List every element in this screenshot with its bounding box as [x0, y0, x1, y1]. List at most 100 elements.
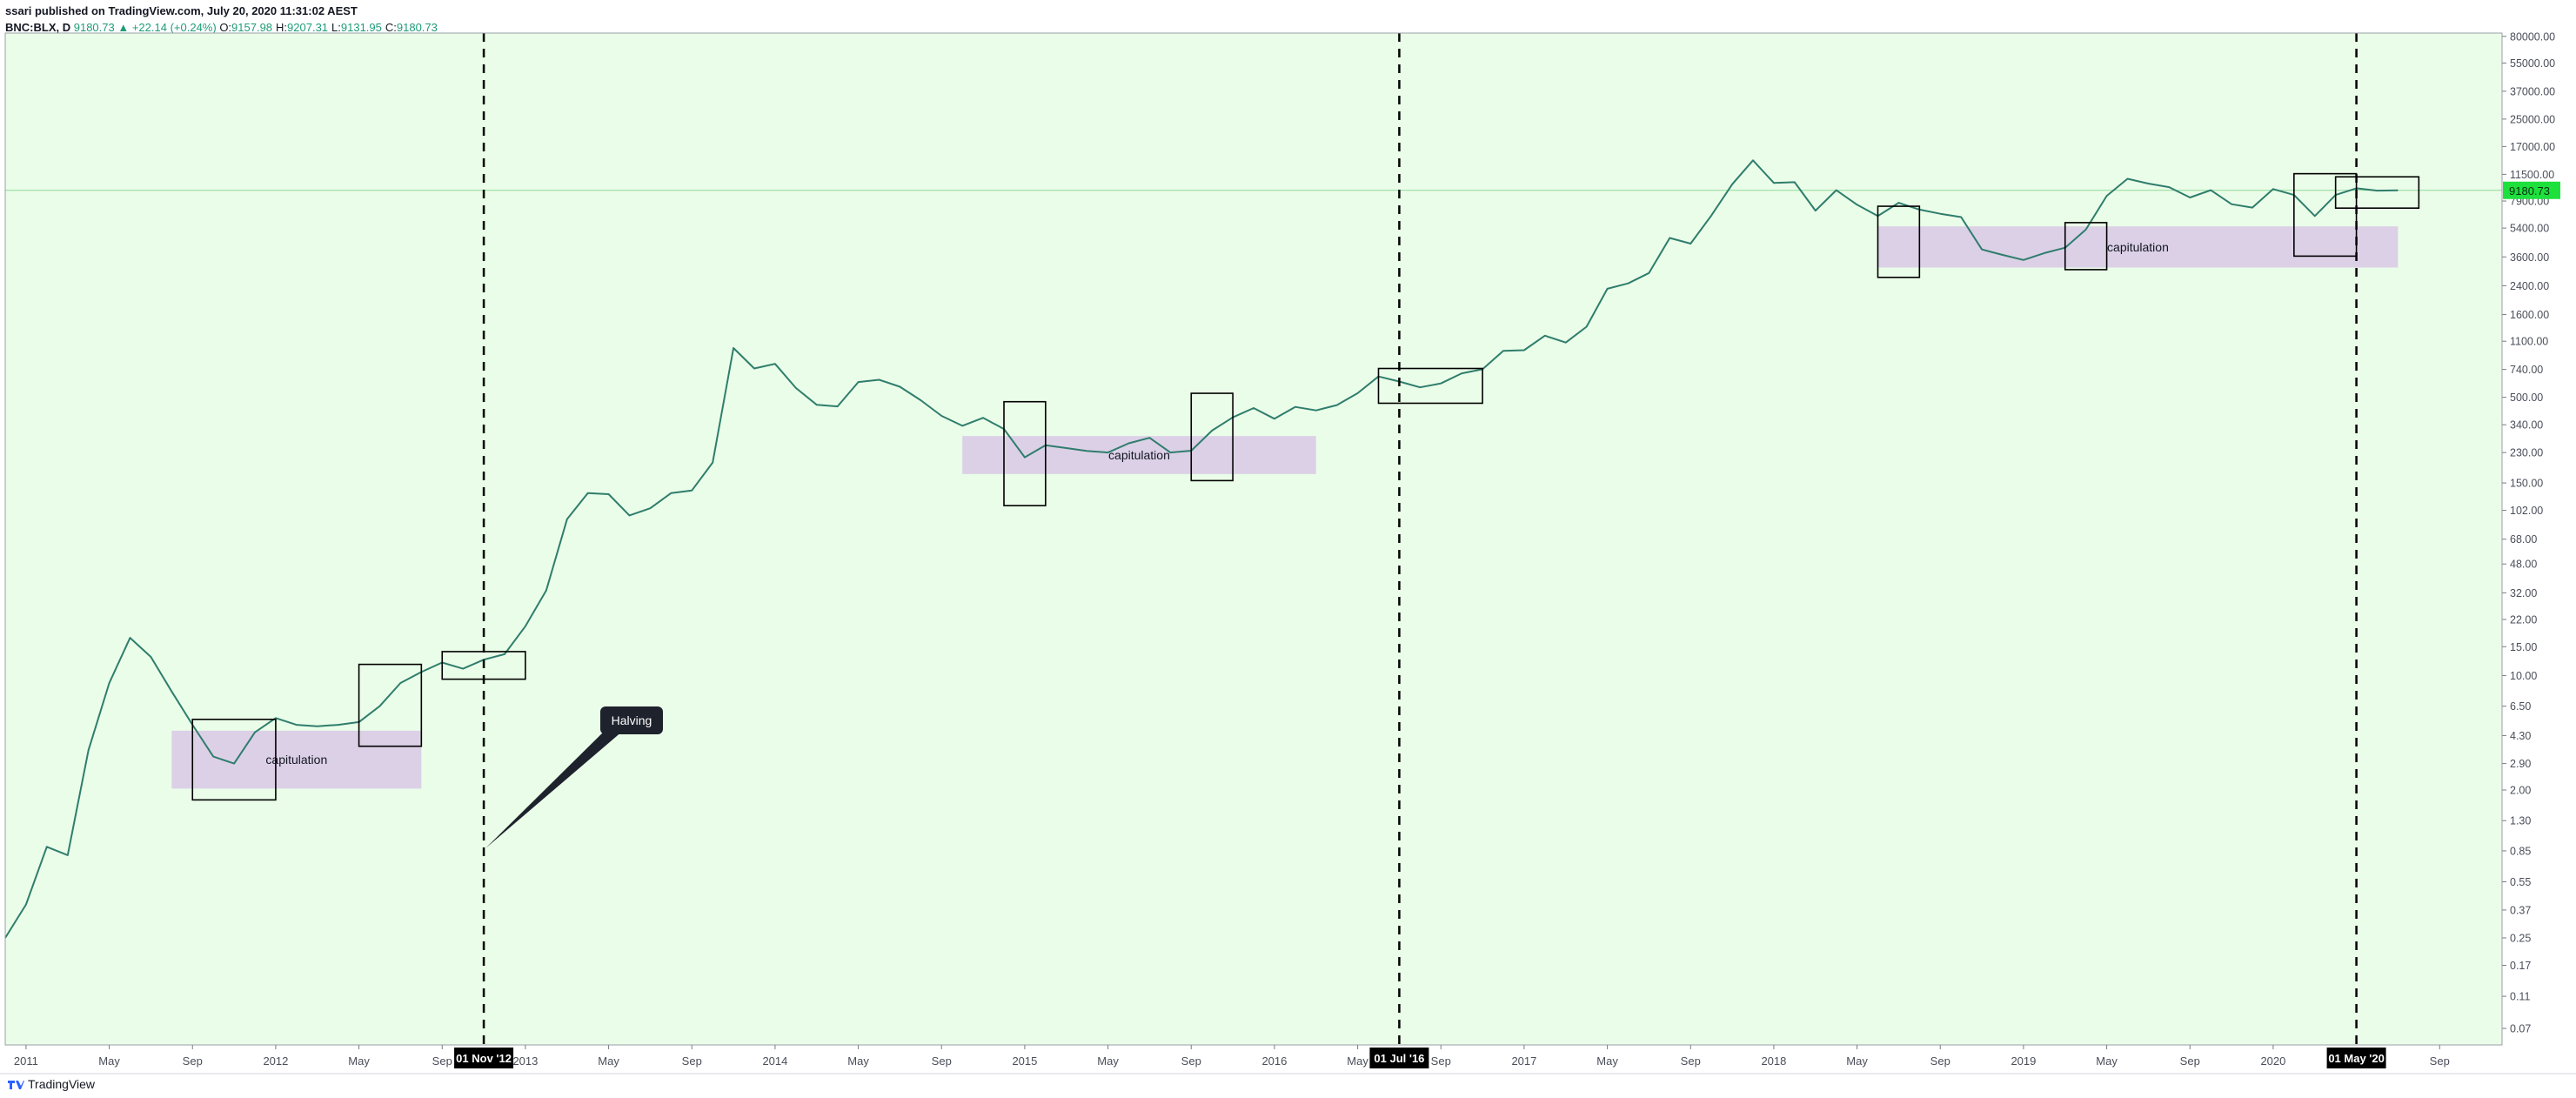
y-tick-label: 3600.00	[2510, 251, 2549, 264]
x-tick-label: Sep	[932, 1054, 952, 1068]
zone-label: capitulation	[1108, 448, 1170, 462]
price-line	[4, 159, 2399, 939]
x-tick-label: 2016	[1261, 1054, 1287, 1068]
byline-text: ssari published on TradingView.com, July…	[5, 4, 358, 17]
last-price-label: 9180.73	[2509, 184, 2550, 198]
y-tick-label: 32.00	[2510, 587, 2537, 599]
ohlc-value: 9157.98	[231, 21, 273, 34]
x-tick-label: May	[847, 1054, 869, 1068]
highlight-box	[1377, 367, 1483, 405]
highlight-box	[358, 663, 423, 747]
highlight-box	[2334, 176, 2420, 209]
y-tick-label: 80000.00	[2510, 30, 2555, 43]
ohlc-value: 9207.31	[287, 21, 329, 34]
header: ssari published on TradingView.com, July…	[5, 3, 441, 36]
ohlc: O:9157.98 H:9207.31 L:9131.95 C:9180.73	[219, 21, 441, 34]
x-tick-label: Sep	[2430, 1054, 2450, 1068]
x-tick-label: 2020	[2260, 1054, 2285, 1068]
x-tick-label: May	[348, 1054, 370, 1068]
y-tick-label: 11500.00	[2510, 169, 2554, 181]
capitulation-zone	[171, 730, 422, 789]
x-tick-label: Sep	[183, 1054, 203, 1068]
y-tick-label: 37000.00	[2510, 85, 2555, 97]
x-tick-label: 2018	[1761, 1054, 1786, 1068]
y-tick-label: 48.00	[2510, 559, 2537, 571]
x-tick-label: 2015	[1012, 1054, 1037, 1068]
y-tick-label: 68.00	[2510, 533, 2537, 546]
x-tick-label: Sep	[2180, 1054, 2200, 1068]
x-tick-label: Sep	[1930, 1054, 1950, 1068]
y-tick-label: 55000.00	[2510, 57, 2555, 70]
y-tick-label: 150.00	[2510, 478, 2543, 490]
y-tick-label: 17000.00	[2510, 141, 2555, 153]
highlight-box	[1003, 400, 1047, 506]
capitulation-zone	[962, 436, 1316, 474]
ohlc-key: L:	[331, 21, 341, 34]
highlight-box	[2064, 222, 2108, 271]
x-tick-label: May	[98, 1054, 120, 1068]
x-tick-label: May	[1596, 1054, 1618, 1068]
last-price-tag	[2503, 181, 2560, 199]
y-tick-label: 340.00	[2510, 419, 2543, 432]
y-tick-label: 1100.00	[2510, 336, 2548, 348]
footer-text: TradingView	[28, 1077, 96, 1091]
x-tick-label: 2014	[762, 1054, 787, 1068]
y-tick-label: 740.00	[2510, 364, 2543, 376]
symbol: BNC:BLX, D	[5, 21, 71, 34]
x-tick-label: May	[1097, 1054, 1119, 1068]
symbol-line: BNC:BLX, D 9180.73 ▲ +22.14 (+0.24%) O:9…	[5, 19, 441, 36]
x-tick-label: 2012	[263, 1054, 288, 1068]
zone-label: capitulation	[265, 753, 327, 767]
y-tick-label: 500.00	[2510, 392, 2543, 404]
x-tick-label: May	[2096, 1054, 2118, 1068]
x-tick-label: 2011	[14, 1054, 38, 1068]
ohlc-key: C:	[385, 21, 397, 34]
y-tick-label: 2400.00	[2510, 280, 2549, 292]
y-tick-label: 0.11	[2510, 991, 2530, 1003]
x-tick-label: 2017	[1511, 1054, 1536, 1068]
halving-tag-label: 01 Nov '12	[456, 1052, 512, 1065]
highlight-box	[2293, 172, 2358, 258]
x-tick-label: May	[1347, 1054, 1368, 1068]
ohlc-key: H:	[276, 21, 288, 34]
y-tick-label: 102.00	[2510, 505, 2543, 517]
x-tick-label: Sep	[1431, 1054, 1451, 1068]
x-tick-label: May	[598, 1054, 619, 1068]
y-tick-label: 1600.00	[2510, 309, 2549, 321]
x-tick-label: Sep	[1681, 1054, 1701, 1068]
y-tick-label: 15.00	[2510, 641, 2537, 653]
y-tick-label: 230.00	[2510, 447, 2543, 459]
y-tick-label: 5400.00	[2510, 223, 2549, 235]
y-tick-label: 6.50	[2510, 700, 2531, 713]
capitulation-zone	[1877, 226, 2399, 268]
y-tick-label: 0.55	[2510, 876, 2531, 888]
highlight-box	[191, 719, 277, 801]
callout-pointer	[485, 726, 623, 848]
y-tick-label: 2.90	[2510, 758, 2531, 770]
zone-label: capitulation	[2107, 240, 2169, 254]
y-tick-label: 0.85	[2510, 845, 2531, 857]
logo	[8, 1081, 24, 1089]
change: ▲ +22.14 (+0.24%)	[117, 21, 217, 34]
highlight-box	[1190, 392, 1234, 482]
y-tick-label: 22.00	[2510, 613, 2537, 626]
x-tick-label: Sep	[432, 1054, 452, 1068]
y-tick-label: 25000.00	[2510, 113, 2555, 125]
y-tick-label: 0.37	[2510, 904, 2531, 916]
y-tick-label: 0.07	[2510, 1023, 2531, 1035]
halving-tag	[454, 1048, 514, 1068]
highlight-box	[1877, 205, 1921, 278]
halving-tag	[2326, 1048, 2386, 1068]
ohlc-value: 9131.95	[340, 21, 382, 34]
footer: TradingView	[7, 1077, 95, 1091]
x-tick-label: Sep	[682, 1054, 702, 1068]
plot-background	[5, 33, 2502, 1045]
y-tick-label: 0.25	[2510, 932, 2531, 944]
x-tick-label: 2019	[2011, 1054, 2036, 1068]
y-tick-label: 0.17	[2510, 960, 2531, 972]
halving-tag	[1369, 1048, 1429, 1068]
halving-tag-label: 01 May '20	[2328, 1052, 2385, 1065]
ohlc-key: O:	[219, 21, 232, 34]
x-tick-label: May	[1846, 1054, 1868, 1068]
